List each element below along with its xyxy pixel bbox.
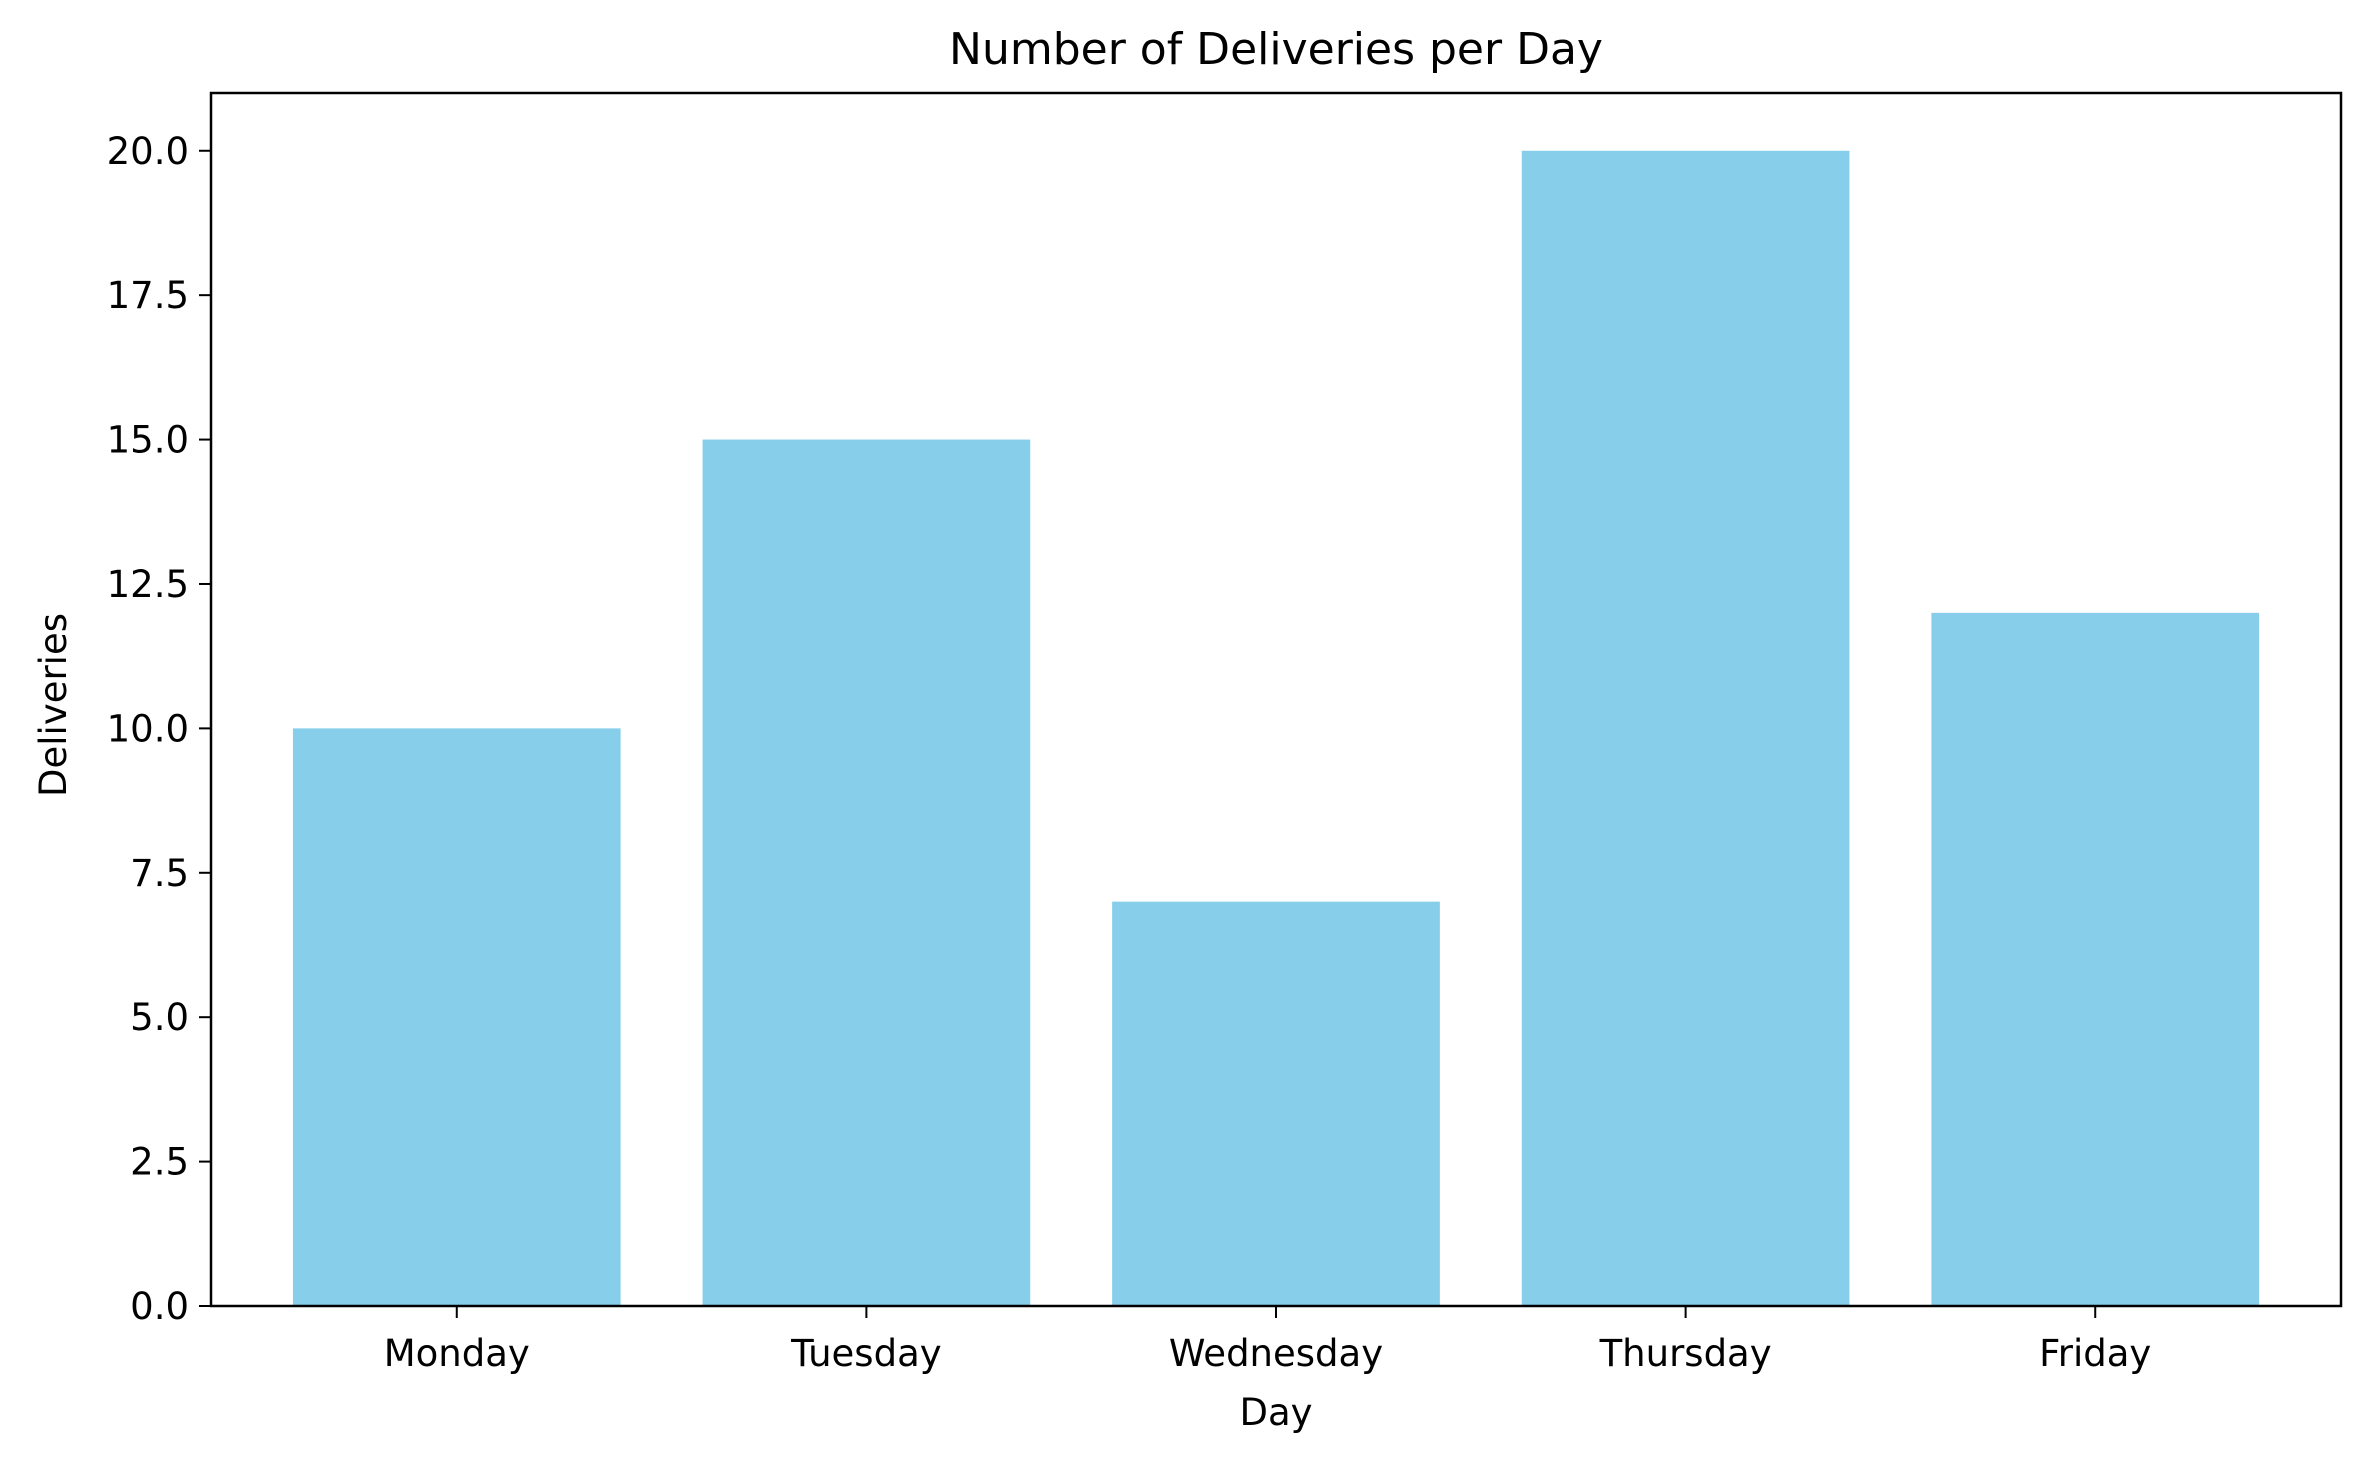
x-tick-label: Tuesday bbox=[790, 1332, 942, 1375]
y-axis-label: Deliveries bbox=[32, 613, 75, 797]
bar-thursday bbox=[1521, 150, 1850, 1306]
y-tick-label: 7.5 bbox=[130, 852, 189, 895]
y-tick-label: 20.0 bbox=[107, 130, 189, 173]
x-tick-label: Monday bbox=[384, 1332, 530, 1375]
y-tick-label: 0.0 bbox=[130, 1285, 189, 1328]
y-tick-label: 12.5 bbox=[107, 563, 189, 606]
x-axis: Monday Tuesday Wednesday Thursday Friday bbox=[384, 1306, 2151, 1375]
plot-frame bbox=[209, 91, 2343, 1308]
bar-wednesday bbox=[1112, 901, 1440, 1306]
y-tick-label: 2.5 bbox=[130, 1141, 189, 1184]
bars-group bbox=[292, 150, 2260, 1307]
y-tick-label: 5.0 bbox=[130, 996, 189, 1039]
y-tick-label: 17.5 bbox=[107, 274, 189, 317]
y-tick-label: 10.0 bbox=[107, 707, 189, 750]
x-tick-label: Wednesday bbox=[1169, 1332, 1383, 1375]
bar-tuesday bbox=[702, 439, 1031, 1307]
x-axis-label: Day bbox=[1239, 1391, 1312, 1434]
x-tick-label: Thursday bbox=[1599, 1332, 1772, 1375]
bar-monday bbox=[292, 728, 621, 1306]
chart-title: Number of Deliveries per Day bbox=[949, 24, 1603, 75]
x-tick-label: Friday bbox=[2039, 1332, 2151, 1375]
y-tick-label: 15.0 bbox=[107, 419, 189, 462]
y-axis: 0.0 2.5 5.0 7.5 10.0 12.5 15.0 17.5 20.0 bbox=[107, 130, 211, 1328]
bar-friday bbox=[1931, 612, 2260, 1306]
